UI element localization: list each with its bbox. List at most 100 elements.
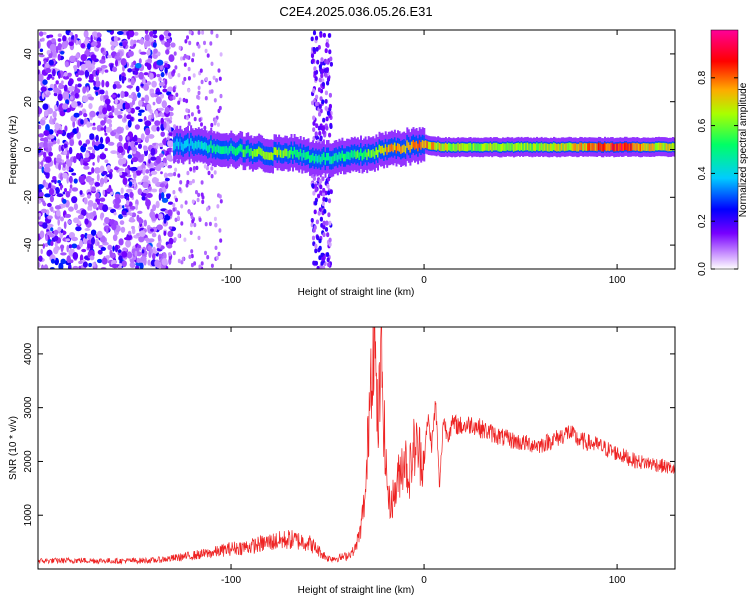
heatmap-band-cell — [304, 152, 307, 161]
snr-x-tick-label: -100 — [221, 575, 241, 586]
heatmap-noise-cell — [213, 170, 217, 175]
heatmap-band-cell — [299, 148, 302, 157]
heatmap-noise-cell — [44, 182, 49, 189]
heatmap-noise-cell — [46, 35, 50, 39]
heatmap-noise-cell — [43, 130, 50, 136]
heatmap-noise-cell — [328, 92, 332, 98]
heatmap-noise-cell — [218, 228, 222, 233]
heatmap-noise-cell — [172, 95, 176, 100]
heatmap-band-cell — [617, 143, 620, 152]
heatmap-noise-cell — [173, 171, 177, 177]
heatmap-noise-cell — [323, 209, 327, 214]
heatmap-y-tick-label: 20 — [23, 96, 34, 108]
heatmap-band-cell — [512, 144, 515, 152]
heatmap-noise-cell — [160, 71, 165, 78]
heatmap-noise-cell — [200, 180, 204, 185]
heatmap-noise-cell — [53, 235, 59, 242]
heatmap-noise-cell — [38, 184, 44, 190]
heatmap-noise-cell — [190, 222, 193, 228]
heatmap-noise-cell — [52, 210, 56, 214]
heatmap-noise-cell — [146, 49, 151, 56]
heatmap-noise-cell — [318, 64, 322, 69]
heatmap-band-cell — [634, 143, 637, 151]
heatmap-noise-cell — [74, 92, 79, 99]
heatmap-noise-cell — [72, 120, 76, 128]
heatmap-noise-cell — [51, 179, 55, 183]
heatmap-noise-cell — [48, 53, 53, 59]
heatmap-noise-cell — [155, 142, 159, 150]
heatmap-noise-cell — [177, 233, 181, 238]
heatmap-noise-cell — [105, 136, 111, 144]
heatmap-noise-cell — [138, 100, 143, 107]
heatmap-noise-cell — [116, 110, 123, 115]
heatmap-noise-cell — [326, 80, 330, 86]
heatmap-noise-cell — [167, 172, 174, 177]
heatmap-noise-cell — [108, 115, 114, 119]
heatmap-band-cell — [208, 144, 211, 153]
heatmap-band-cell — [571, 143, 574, 152]
heatmap-band-cell — [630, 143, 633, 151]
heatmap-noise-cell — [163, 172, 168, 179]
heatmap-noise-cell — [126, 114, 132, 120]
heatmap-band-cell — [474, 143, 477, 151]
heatmap-noise-cell — [210, 30, 214, 35]
heatmap-noise-cell — [160, 117, 164, 125]
heatmap-noise-cell — [314, 35, 319, 41]
heatmap-noise-cell — [113, 35, 118, 43]
heatmap-noise-cell — [164, 177, 170, 182]
heatmap-band-cell — [295, 149, 298, 158]
heatmap-noise-cell — [327, 190, 331, 196]
heatmap-band-cell — [333, 153, 336, 162]
heatmap-noise-cell — [58, 163, 62, 171]
heatmap-noise-cell — [56, 130, 64, 135]
heatmap-noise-cell — [163, 230, 167, 236]
heatmap-noise-cell — [162, 88, 168, 93]
heatmap-noise-cell — [314, 248, 318, 254]
heatmap-noise-cell — [163, 121, 167, 129]
heatmap-noise-cell — [128, 50, 134, 57]
heatmap-band-cell — [205, 143, 208, 151]
heatmap-noise-cell — [48, 182, 52, 189]
heatmap-band-cell — [307, 151, 310, 159]
heatmap-noise-cell — [314, 243, 318, 249]
heatmap-band-cell — [590, 143, 593, 151]
heatmap-noise-cell — [148, 238, 155, 243]
heatmap-noise-cell — [322, 220, 326, 226]
heatmap-noise-cell — [320, 252, 324, 258]
heatmap-noise-cell — [83, 113, 88, 118]
heatmap-noise-cell — [310, 218, 314, 223]
heatmap-noise-cell — [152, 30, 157, 35]
heatmap-noise-cell — [204, 96, 208, 101]
heatmap-y-tick-label: -40 — [23, 237, 34, 252]
heatmap-noise-cell — [81, 209, 87, 217]
heatmap-noise-cell — [96, 199, 100, 205]
heatmap-noise-cell — [63, 143, 68, 149]
heatmap-noise-cell — [62, 198, 67, 204]
heatmap-noise-cell — [147, 259, 151, 266]
heatmap-noise-cell — [160, 171, 163, 175]
heatmap-noise-cell — [214, 222, 218, 228]
heatmap-noise-cell — [158, 76, 162, 82]
heatmap-noise-cell — [57, 33, 62, 38]
heatmap-noise-cell — [185, 108, 189, 113]
heatmap-noise-cell — [44, 193, 51, 198]
heatmap-noise-cell — [101, 79, 105, 88]
heatmap-band-cell — [568, 142, 571, 151]
heatmap-band-cell — [673, 143, 675, 151]
heatmap-band-cell — [582, 143, 585, 152]
heatmap-noise-cell — [128, 145, 131, 151]
heatmap-band-cell — [284, 148, 287, 157]
heatmap-noise-cell — [215, 255, 219, 261]
heatmap-noise-cell — [151, 124, 158, 132]
heatmap-band-cell — [275, 147, 277, 155]
heatmap-band-cell — [367, 149, 370, 157]
heatmap-band-cell — [335, 152, 338, 161]
heatmap-noise-cell — [53, 92, 58, 97]
heatmap-noise-cell — [168, 132, 173, 137]
heatmap-noise-cell — [210, 263, 214, 268]
heatmap-band-cell — [369, 150, 372, 158]
heatmap-band-cell — [659, 142, 662, 151]
heatmap-noise-cell — [126, 85, 133, 89]
heatmap-noise-cell — [167, 32, 172, 37]
heatmap-band-cell — [658, 142, 660, 151]
